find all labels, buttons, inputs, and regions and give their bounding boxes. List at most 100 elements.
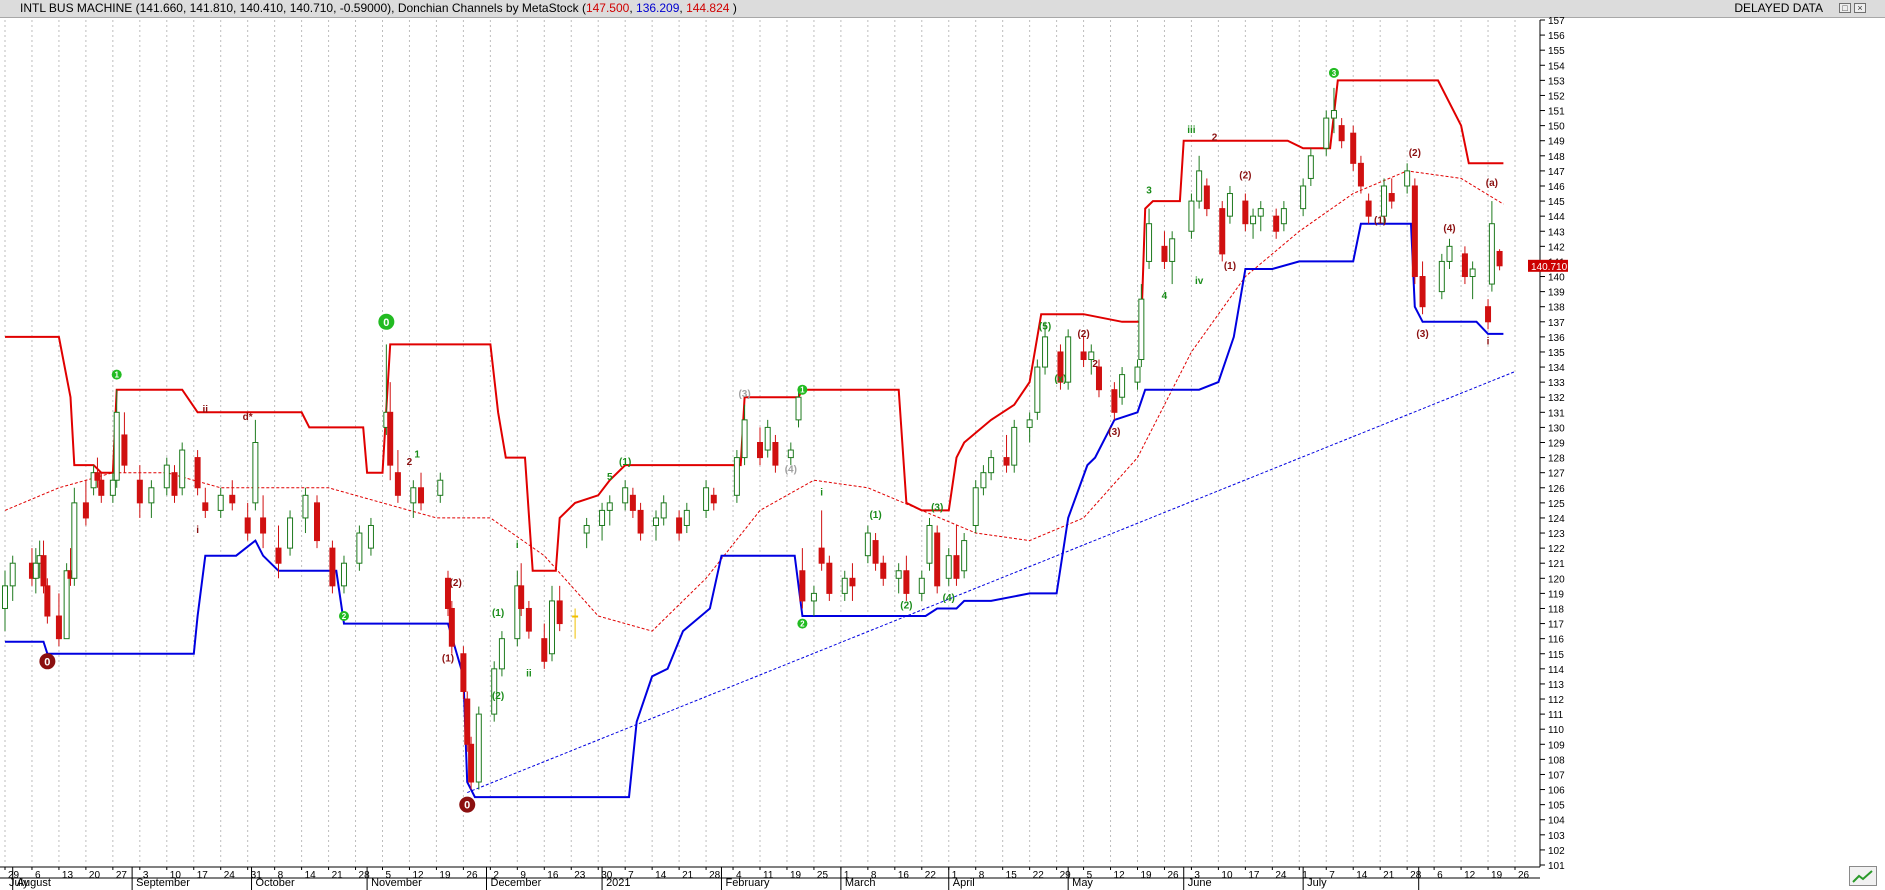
wave-marker: 1 <box>111 369 122 380</box>
x-tick-label: 13 <box>62 870 74 881</box>
candle-body <box>1034 366 1041 413</box>
y-tick-label: 115 <box>1548 650 1564 661</box>
x-tick-label: 10 <box>170 870 182 881</box>
y-tick-label: 136 <box>1548 333 1565 344</box>
candle-body <box>1438 260 1445 293</box>
y-tick-label: 124 <box>1548 514 1565 525</box>
wave-marker-label: 1 <box>114 371 119 380</box>
candle <box>864 525 871 564</box>
last-price-label: 140.710 <box>1531 262 1568 273</box>
x-tick-label: 19 <box>1141 870 1153 881</box>
wave-label: 2 <box>1212 133 1218 144</box>
candle <box>1146 208 1153 269</box>
candle <box>109 472 116 503</box>
x-tick-label: 3 <box>143 870 149 881</box>
candle <box>460 646 467 700</box>
candle-body <box>988 457 995 474</box>
y-tick-label: 153 <box>1548 76 1565 87</box>
x-tick-label: 8 <box>871 870 877 881</box>
candle <box>1057 344 1064 390</box>
candle-body <box>171 472 178 496</box>
candle <box>71 487 78 586</box>
candle <box>676 510 683 541</box>
candle-body <box>926 524 933 564</box>
candle <box>1026 412 1033 443</box>
y-tick-label: 123 <box>1548 529 1565 540</box>
candle-body <box>410 487 417 504</box>
candle <box>556 585 563 632</box>
candle <box>252 419 259 511</box>
candle <box>1307 148 1314 186</box>
wave-label: i <box>196 525 199 536</box>
candle <box>1161 231 1168 269</box>
y-tick-label: 157 <box>1548 16 1565 27</box>
chart-style-icon[interactable] <box>1849 866 1877 886</box>
candle-body <box>787 449 794 459</box>
y-tick-label: 144 <box>1548 212 1565 223</box>
candle-body <box>764 426 771 451</box>
x-tick-label: 30 <box>601 870 613 881</box>
x-tick-label: 8 <box>278 870 284 881</box>
candle-body <box>121 434 128 466</box>
candle-body <box>1446 245 1453 262</box>
candle <box>1219 201 1226 262</box>
y-tick-label: 149 <box>1548 137 1565 148</box>
y-tick-label: 101 <box>1548 861 1565 872</box>
candle-body <box>799 570 806 602</box>
x-tick-label: 29 <box>8 870 20 881</box>
candle-body <box>98 479 105 496</box>
candle-body <box>934 532 941 587</box>
candle <box>988 450 995 481</box>
wave-label: (5) <box>1039 321 1051 332</box>
candle <box>1203 178 1210 217</box>
x-tick-label: 21 <box>1383 870 1395 881</box>
window-restore-icon[interactable]: □ <box>1839 3 1851 13</box>
candle <box>302 487 309 534</box>
wave-marker-circle <box>378 313 395 330</box>
last-price-tag: 140.710 <box>1528 259 1568 273</box>
candle <box>40 540 47 594</box>
month-label: July <box>1307 877 1327 889</box>
x-tick-label: 23 <box>574 870 586 881</box>
window-close-icon[interactable]: × <box>1854 3 1866 13</box>
candle <box>287 510 294 556</box>
wave-label: (x) <box>1054 374 1066 385</box>
x-tick-label: 21 <box>332 870 344 881</box>
x-tick-label: 28 <box>709 870 721 881</box>
study-lower-value: 136.209 <box>636 1 680 15</box>
month-label: February <box>725 877 770 889</box>
candle-body <box>444 577 451 609</box>
y-tick-label: 135 <box>1548 348 1565 359</box>
candle-body <box>1169 238 1176 262</box>
candle-body <box>148 487 155 504</box>
candle <box>82 480 89 526</box>
wave-label: 2 <box>407 457 413 468</box>
candle-body <box>637 509 644 534</box>
y-tick-label: 130 <box>1548 423 1565 434</box>
candle-body <box>1003 457 1010 466</box>
candles-layer <box>2 87 1503 790</box>
x-tick-label: 24 <box>224 870 236 881</box>
candle-body <box>741 419 748 459</box>
candle <box>394 450 401 503</box>
wave-marker-circle <box>39 653 56 670</box>
candle-body <box>1280 208 1287 225</box>
candle-body <box>1203 185 1210 210</box>
y-tick-label: 114 <box>1548 665 1564 676</box>
x-tick-label: 29 <box>1060 870 1072 881</box>
delayed-data-label: DELAYED DATA <box>1734 1 1823 15</box>
x-tick-label: 19 <box>439 870 451 881</box>
candle <box>356 525 363 571</box>
candle-body <box>1011 426 1018 466</box>
x-tick-label: 3 <box>1194 870 1200 881</box>
study-upper-value: 147.500 <box>585 1 630 15</box>
candle <box>953 525 960 586</box>
candle <box>637 502 644 541</box>
x-tick-label: 8 <box>979 870 985 881</box>
candle <box>1119 367 1126 405</box>
candle-body <box>757 442 763 459</box>
candle-body <box>1111 389 1118 413</box>
month-label: December <box>491 877 542 889</box>
candle-body <box>1419 276 1426 308</box>
